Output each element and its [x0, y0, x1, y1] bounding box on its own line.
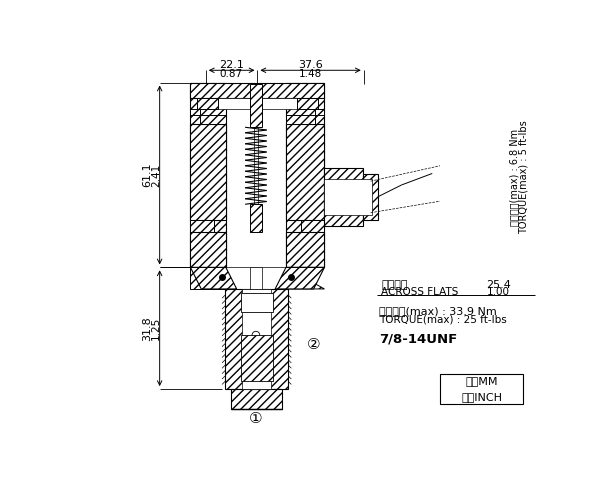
Polygon shape: [275, 268, 325, 289]
Text: ①: ①: [249, 411, 263, 426]
Polygon shape: [190, 220, 214, 232]
Polygon shape: [286, 268, 325, 289]
Polygon shape: [286, 83, 325, 268]
Text: 毫米MM: 毫米MM: [465, 376, 498, 386]
Polygon shape: [241, 293, 273, 312]
Text: TORQUE(max) : 5 ft-lbs: TORQUE(max) : 5 ft-lbs: [518, 120, 528, 234]
Polygon shape: [286, 124, 325, 220]
Text: 25.4: 25.4: [486, 280, 511, 290]
Polygon shape: [286, 232, 325, 268]
Text: 1.48: 1.48: [299, 69, 322, 79]
Polygon shape: [301, 220, 325, 232]
Text: 安裝扭矩(max) : 6.8 Nm: 安裝扭矩(max) : 6.8 Nm: [509, 129, 520, 226]
Text: 31.8: 31.8: [142, 316, 152, 341]
Polygon shape: [218, 98, 297, 109]
Polygon shape: [190, 83, 226, 268]
Text: ACROSS FLATS: ACROSS FLATS: [382, 287, 459, 297]
Text: 61.1: 61.1: [142, 163, 152, 187]
Polygon shape: [325, 179, 372, 215]
Polygon shape: [286, 115, 315, 124]
Polygon shape: [297, 98, 318, 109]
Text: 22.1: 22.1: [219, 60, 244, 70]
Polygon shape: [190, 124, 226, 220]
Polygon shape: [363, 174, 379, 220]
Text: 37.6: 37.6: [298, 60, 323, 70]
Text: 對邊寬度: 對邊寬度: [382, 280, 408, 290]
Text: ②: ②: [307, 337, 320, 352]
Circle shape: [252, 331, 260, 339]
Text: 1.25: 1.25: [151, 316, 161, 340]
Text: 1.00: 1.00: [487, 287, 510, 297]
Polygon shape: [190, 268, 226, 289]
Polygon shape: [242, 289, 271, 389]
Polygon shape: [197, 98, 218, 109]
Polygon shape: [250, 204, 262, 232]
Polygon shape: [325, 168, 363, 226]
Polygon shape: [190, 109, 200, 115]
Polygon shape: [241, 335, 273, 382]
Text: 2.41: 2.41: [151, 163, 161, 186]
Polygon shape: [315, 109, 325, 115]
Text: 7/8-14UNF: 7/8-14UNF: [379, 332, 457, 345]
Bar: [440, 374, 523, 404]
Polygon shape: [250, 84, 262, 127]
Polygon shape: [190, 268, 236, 289]
Polygon shape: [226, 83, 286, 268]
Polygon shape: [225, 289, 288, 389]
Polygon shape: [190, 232, 226, 268]
Text: 0.87: 0.87: [220, 69, 243, 79]
Polygon shape: [231, 389, 282, 409]
Text: 英寸INCH: 英寸INCH: [461, 392, 502, 402]
Text: 安裝扭矩(max) : 33.9 Nm: 安裝扭矩(max) : 33.9 Nm: [379, 306, 497, 315]
Text: TORQUE(max) : 25 ft-lbs: TORQUE(max) : 25 ft-lbs: [379, 315, 507, 325]
Polygon shape: [200, 115, 226, 124]
Polygon shape: [190, 83, 325, 98]
Polygon shape: [250, 268, 262, 289]
